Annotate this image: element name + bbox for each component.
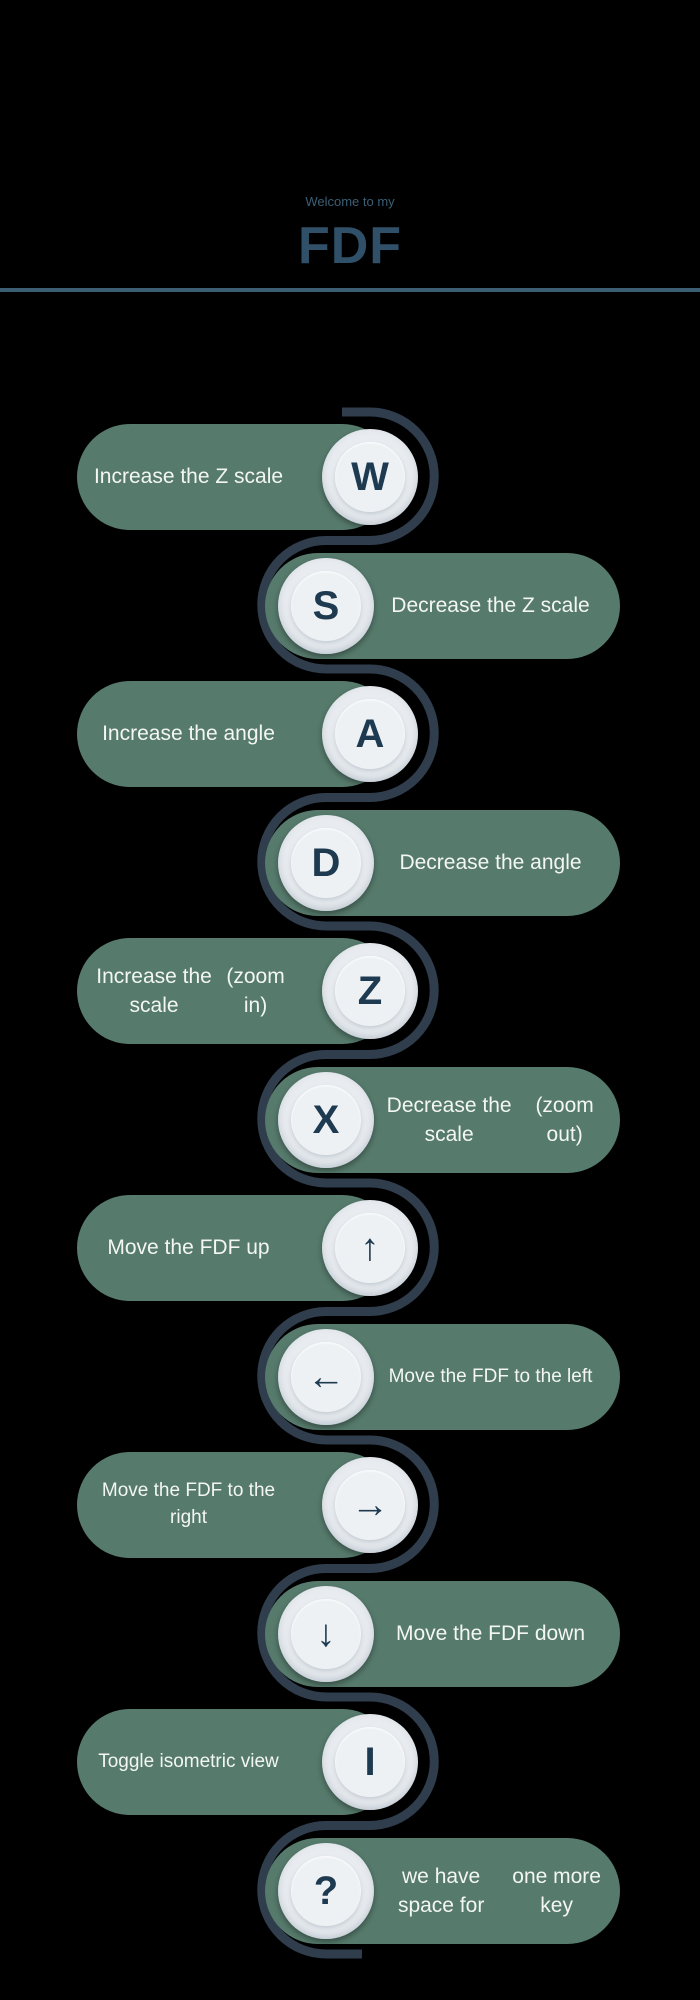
key-arrow-right-glyph: → [351,1484,389,1526]
control-label-line1: Move the FDF up [107,1236,270,1260]
key-s-button[interactable]: S [278,558,374,654]
key-a-button[interactable]: A [322,686,418,782]
header-divider [0,288,700,292]
key-z-button[interactable]: Z [322,943,418,1039]
control-label-line1: Move the FDF to the right [101,1480,276,1528]
control-label-line2: one more key [512,1864,601,1917]
key-w-glyph: W [351,455,389,499]
control-label-line1: Increase the Z scale [93,465,284,489]
page-title: FDF [297,217,403,275]
key-d-button[interactable]: D [278,815,374,911]
control-label-line1: Move the FDF down [395,1622,586,1646]
key-i-glyph: I [364,1740,376,1784]
control-label-line1: Decrease the Z scale [391,594,590,618]
key-arrow-up-button[interactable]: ↑ [322,1200,418,1296]
key-a-glyph: A [355,712,385,756]
key-arrow-left-glyph: ← [307,1356,345,1398]
control-label-line1: we have space for [397,1864,485,1917]
key-arrow-right-button[interactable]: → [322,1457,418,1553]
control-label-line1: Toggle isometric view [98,1750,279,1772]
welcome-text: Welcome to my [305,194,395,209]
control-label-line2: (zoom in) [226,964,285,1017]
key-arrow-down-button[interactable]: ↓ [278,1586,374,1682]
control-label-line1: Decrease the scale [386,1093,512,1146]
key-i-button[interactable]: I [322,1714,418,1810]
key-x-button[interactable]: X [278,1072,374,1168]
control-label-line1: Increase the scale [96,964,212,1017]
control-label-line1: Decrease the angle [399,851,582,875]
control-label-line1: Move the FDF to the left [388,1365,593,1387]
key-arrow-left-button[interactable]: ← [278,1329,374,1425]
key-z-glyph: Z [357,969,383,1013]
key-arrow-up-glyph: ↑ [360,1227,380,1269]
key-question-glyph: ? [313,1869,339,1913]
key-w-button[interactable]: W [322,429,418,525]
header: Welcome to my FDF [0,0,700,300]
key-arrow-down-glyph: ↓ [316,1613,336,1655]
control-label-line1: Increase the angle [102,722,275,746]
control-label-line2: (zoom out) [535,1093,594,1146]
key-question-button[interactable]: ? [278,1843,374,1939]
key-d-glyph: D [311,841,341,885]
key-x-glyph: X [312,1098,340,1142]
key-s-glyph: S [312,584,340,628]
